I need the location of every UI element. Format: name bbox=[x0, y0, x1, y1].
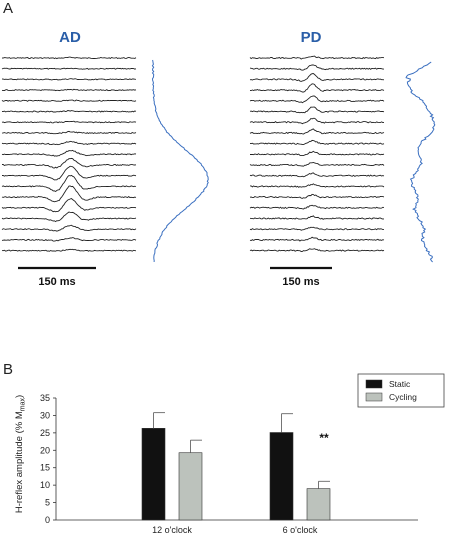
y-tick-label: 35 bbox=[40, 393, 50, 403]
emg-trace bbox=[249, 55, 385, 60]
emg-trace bbox=[1, 110, 137, 113]
bar-cycling-1 bbox=[306, 488, 331, 521]
pd-scale-label: 150 ms bbox=[282, 276, 319, 288]
emg-trace bbox=[249, 95, 385, 104]
emg-trace bbox=[249, 83, 385, 93]
ad-traces bbox=[1, 56, 137, 252]
emg-trace bbox=[1, 88, 137, 92]
y-tick-label: 30 bbox=[40, 410, 50, 420]
emg-trace bbox=[249, 226, 384, 231]
emg-trace bbox=[1, 224, 137, 232]
emg-trace bbox=[249, 248, 385, 252]
legend: Static Cycling bbox=[357, 373, 445, 408]
emg-trace bbox=[1, 99, 137, 102]
emg-trace bbox=[249, 236, 385, 242]
panel-a-letter: A bbox=[3, 0, 13, 17]
emg-trace bbox=[1, 211, 137, 223]
ad-title: AD bbox=[59, 29, 81, 46]
emg-trace bbox=[2, 165, 137, 181]
significance-marker: ** bbox=[319, 431, 329, 445]
y-tick-label: 20 bbox=[40, 445, 50, 455]
pd-traces bbox=[249, 55, 385, 252]
y-axis-ticks: 0 5 10 15 20 25 30 35 bbox=[40, 393, 56, 525]
bar-static-0 bbox=[141, 428, 166, 521]
emg-trace bbox=[1, 185, 137, 203]
legend-label-cycling: Cycling bbox=[389, 392, 417, 402]
y-tick-label: 0 bbox=[45, 515, 50, 525]
y-tick-label: 10 bbox=[40, 480, 50, 490]
emg-trace bbox=[250, 150, 385, 157]
y-tick-label: 15 bbox=[40, 463, 50, 473]
legend-box bbox=[357, 373, 445, 408]
x-tick-label: 12 o'clock bbox=[152, 525, 192, 535]
panel-b-letter: B bbox=[3, 361, 13, 378]
bar-chart: 0 5 10 15 20 25 30 35 12 o'clock 6 o'clock H-ref… bbox=[14, 373, 445, 535]
emg-trace bbox=[249, 193, 385, 199]
bar-cycling-0 bbox=[178, 452, 203, 521]
y-axis-title: H-reflex amplitude (% Mmax) bbox=[14, 395, 27, 513]
emg-trace bbox=[1, 149, 137, 157]
ad-amplitude-profile bbox=[151, 59, 209, 263]
emg-trace bbox=[249, 73, 385, 82]
ad-scale-label: 150 ms bbox=[38, 276, 75, 288]
bars bbox=[141, 412, 331, 521]
emg-trace bbox=[1, 248, 137, 252]
emg-trace bbox=[249, 128, 385, 135]
legend-swatch-static bbox=[365, 379, 383, 389]
emg-trace bbox=[249, 204, 385, 210]
emg-trace bbox=[249, 64, 384, 71]
y-tick-label: 25 bbox=[40, 428, 50, 438]
emg-trace bbox=[2, 157, 137, 169]
emg-trace bbox=[249, 162, 385, 167]
emg-trace bbox=[1, 174, 137, 193]
emg-trace bbox=[1, 140, 137, 146]
emg-trace bbox=[1, 197, 137, 213]
pd-group: PD 150 ms bbox=[249, 29, 436, 288]
emg-trace bbox=[250, 183, 385, 188]
emg-trace bbox=[1, 56, 137, 60]
y-tick-label: 5 bbox=[45, 498, 50, 508]
pd-title: PD bbox=[301, 29, 322, 46]
bar-static-1 bbox=[269, 432, 294, 521]
emg-trace bbox=[1, 130, 137, 135]
ad-group: AD 150 ms bbox=[1, 29, 209, 288]
emg-trace bbox=[1, 67, 137, 70]
emg-trace bbox=[1, 78, 137, 81]
emg-trace bbox=[1, 120, 137, 124]
emg-trace bbox=[249, 139, 385, 146]
x-axis-labels: 12 o'clock 6 o'clock bbox=[152, 525, 318, 535]
emg-trace bbox=[1, 237, 137, 242]
emg-trace bbox=[249, 215, 385, 220]
pd-amplitude-profile bbox=[405, 61, 436, 263]
emg-trace bbox=[249, 106, 385, 114]
legend-label-static: Static bbox=[389, 379, 411, 389]
legend-swatch-cycling bbox=[365, 392, 383, 402]
emg-trace bbox=[249, 117, 385, 125]
emg-trace bbox=[249, 172, 385, 178]
x-tick-label: 6 o'clock bbox=[283, 525, 318, 535]
